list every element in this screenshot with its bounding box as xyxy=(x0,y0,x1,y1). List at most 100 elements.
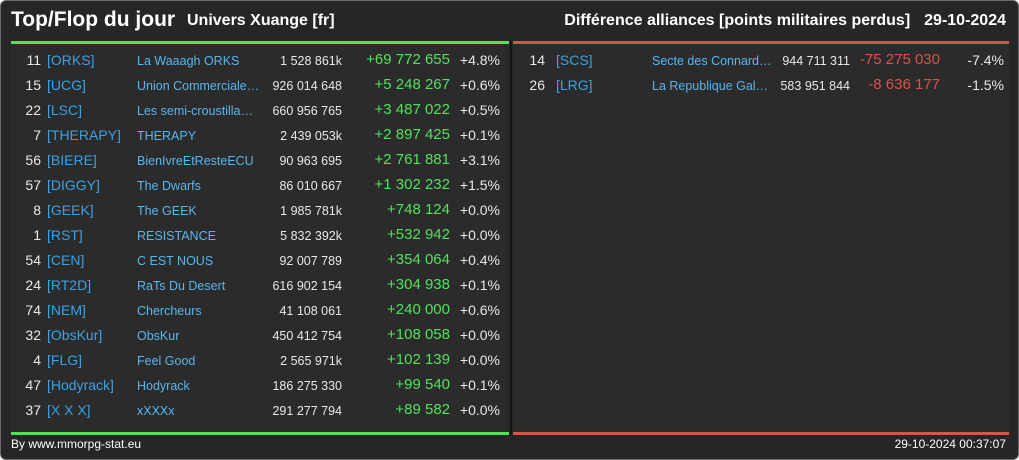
alliance-rank: 54 xyxy=(25,252,41,268)
alliance-points: 41 108 061 xyxy=(279,304,342,318)
alliance-rank: 11 xyxy=(26,52,41,68)
alliance-name[interactable]: xXXXx xyxy=(137,404,175,418)
alliance-tag[interactable]: [X X X] xyxy=(47,402,91,418)
alliance-name[interactable]: Les semi-croustilla… xyxy=(137,104,254,118)
alliance-points: 1 528 861k xyxy=(280,54,342,68)
alliance-rank: 56 xyxy=(25,152,41,168)
alliance-points: 660 956 765 xyxy=(272,104,342,118)
alliance-tag[interactable]: [LRG] xyxy=(556,77,593,93)
percent-change: +0.0% xyxy=(459,327,500,343)
alliance-points: 944 711 311 xyxy=(782,54,850,68)
alliance-tag[interactable]: [RT2D] xyxy=(47,277,92,293)
alliance-name[interactable]: La Republique Gala… xyxy=(652,79,772,93)
alliance-tag[interactable]: [SCS] xyxy=(556,52,593,68)
alliance-name[interactable]: Hodyrack xyxy=(137,379,190,393)
alliance-points: 450 412 754 xyxy=(272,329,342,343)
alliance-rank: 74 xyxy=(25,302,41,318)
top-row: 22 [LSC] Les semi-croustilla… 660 956 765 +3… xyxy=(11,98,509,123)
top-row: 4 [FLG] Feel Good 2 565 971k +102 139 +0.0% xyxy=(11,348,509,373)
percent-change: +0.5% xyxy=(459,102,500,118)
alliance-points: 86 010 667 xyxy=(279,179,342,193)
source-credit: By www.mmorpg-stat.eu xyxy=(11,437,142,451)
alliance-rank: 7 xyxy=(33,127,41,143)
stat-date: 29-10-2024 xyxy=(924,12,1006,29)
alliance-name[interactable]: ObsKur xyxy=(137,329,180,343)
points-difference: +2 897 425 xyxy=(374,126,451,143)
points-difference: +2 761 881 xyxy=(374,151,451,168)
alliance-points: 92 007 789 xyxy=(279,254,342,268)
points-difference: +5 248 267 xyxy=(374,76,451,93)
top-row: 37 [X X X] xXXXx 291 277 794 +89 582 +0.0% xyxy=(11,398,509,423)
top-row: 32 [ObsKur] ObsKur 450 412 754 +108 058 +0.0% xyxy=(11,323,509,348)
alliance-points: 583 951 844 xyxy=(780,79,850,93)
flop-row: 14 [SCS] Secte des Connard… 944 711 311 -75 … xyxy=(513,48,1009,73)
points-difference: -75 275 030 xyxy=(859,51,940,68)
alliance-points: 5 832 392k xyxy=(280,229,342,243)
alliance-name[interactable]: RaTs Du Desert xyxy=(137,279,226,293)
top-row: 15 [UCG] Union Commerciale… 926 014 648 +5 2… xyxy=(11,73,509,98)
alliance-name[interactable]: C EST NOUS xyxy=(137,254,214,268)
alliance-name[interactable]: The GEEK xyxy=(137,204,197,218)
stat-heading: Différence alliances [points militaires … xyxy=(564,12,1006,30)
alliance-name[interactable]: RESISTANCE xyxy=(137,229,216,243)
alliance-points: 291 277 794 xyxy=(272,404,342,418)
top-row: 24 [RT2D] RaTs Du Desert 616 902 154 +304 93… xyxy=(11,273,509,298)
percent-change: +0.1% xyxy=(459,127,500,143)
top-row: 1 [RST] RESISTANCE 5 832 392k +532 942 +0.0% xyxy=(11,223,509,248)
points-difference: +3 487 022 xyxy=(374,101,451,118)
universe-label: Univers Xuange [fr] xyxy=(187,12,335,29)
alliance-name[interactable]: Union Commerciale… xyxy=(137,79,260,93)
alliance-tag[interactable]: [Hodyrack] xyxy=(47,377,114,393)
alliance-name[interactable]: Feel Good xyxy=(137,354,196,368)
alliance-tag[interactable]: [UCG] xyxy=(47,77,86,93)
points-difference: +1 302 232 xyxy=(374,176,451,193)
top-row: 57 [DIGGY] The Dwarfs 86 010 667 +1 302 232 +… xyxy=(11,173,509,198)
alliance-tag[interactable]: [THERAPY] xyxy=(47,127,121,143)
alliance-rank: 24 xyxy=(25,277,41,293)
percent-change: +3.1% xyxy=(459,152,500,168)
alliance-name[interactable]: Chercheurs xyxy=(137,304,202,318)
alliance-name[interactable]: La Waaagh ORKS xyxy=(137,54,240,68)
top-row: 11 [ORKS] La Waaagh ORKS 1 528 861k +69 772 … xyxy=(11,48,509,73)
alliance-points: 90 963 695 xyxy=(279,154,342,168)
alliance-tag[interactable]: [GEEK] xyxy=(47,202,94,218)
percent-change: +0.0% xyxy=(459,402,500,418)
flop-panel: 14 [SCS] Secte des Connard… 944 711 311 -75 … xyxy=(513,41,1009,435)
percent-change: +0.1% xyxy=(459,277,500,293)
points-difference: +240 000 xyxy=(387,301,450,318)
percent-change: +4.8% xyxy=(459,52,500,68)
percent-change: +0.0% xyxy=(459,227,500,243)
points-difference: +532 942 xyxy=(387,226,450,243)
alliance-tag[interactable]: [CEN] xyxy=(47,252,85,268)
alliance-points: 186 275 330 xyxy=(272,379,342,393)
alliance-tag[interactable]: [ORKS] xyxy=(47,52,95,68)
alliance-rank: 37 xyxy=(25,402,41,418)
alliance-name[interactable]: The Dwarfs xyxy=(137,179,201,193)
alliance-tag[interactable]: [BIERE] xyxy=(47,152,97,168)
percent-change: -1.5% xyxy=(967,77,1004,93)
percent-change: +1.5% xyxy=(459,177,500,193)
alliance-name[interactable]: Secte des Connard… xyxy=(652,54,772,68)
stat-description: Différence alliances [points militaires … xyxy=(564,12,911,29)
alliance-tag[interactable]: [ObsKur] xyxy=(47,327,103,343)
points-difference: +748 124 xyxy=(387,201,450,218)
percent-change: +0.0% xyxy=(459,352,500,368)
alliance-tag[interactable]: [DIGGY] xyxy=(47,177,100,193)
points-difference: -8 636 177 xyxy=(868,76,940,93)
alliance-rank: 4 xyxy=(33,352,41,368)
alliance-tag[interactable]: [RST] xyxy=(47,227,83,243)
alliance-name[interactable]: BienIvreEtResteECU xyxy=(137,154,254,168)
alliance-tag[interactable]: [NEM] xyxy=(47,302,86,318)
top-row: 74 [NEM] Chercheurs 41 108 061 +240 000 +0.6% xyxy=(11,298,509,323)
percent-change: +0.6% xyxy=(459,77,500,93)
points-difference: +69 772 655 xyxy=(366,51,450,68)
alliance-rank: 47 xyxy=(25,377,41,393)
alliance-tag[interactable]: [LSC] xyxy=(47,102,83,118)
alliance-tag[interactable]: [FLG] xyxy=(47,352,83,368)
alliance-name[interactable]: THERAPY xyxy=(137,129,197,143)
points-difference: +108 058 xyxy=(387,326,450,343)
alliance-rank: 15 xyxy=(25,77,41,93)
points-difference: +102 139 xyxy=(387,351,450,368)
alliance-rank: 26 xyxy=(529,77,545,93)
